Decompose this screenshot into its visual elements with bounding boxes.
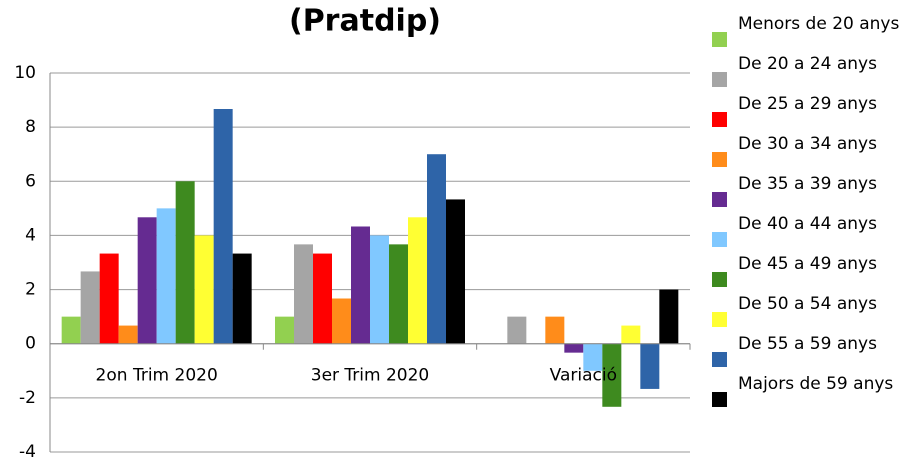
legend-item: De 35 a 39 anys: [712, 174, 902, 214]
bar: [507, 316, 527, 344]
legend-item: De 40 a 44 anys: [712, 214, 902, 254]
bar: [602, 343, 622, 407]
y-tick-label: 6: [25, 171, 36, 191]
legend-label: De 35 a 39 anys: [738, 174, 877, 194]
legend-label: De 20 a 24 anys: [738, 54, 877, 74]
bar: [156, 208, 176, 344]
legend-item: De 25 a 29 anys: [712, 94, 902, 134]
legend-swatch: [712, 312, 727, 327]
y-tick-label: -2: [19, 388, 36, 408]
legend: Menors de 20 anys De 20 a 24 anys De 25 a …: [712, 14, 902, 414]
y-tick-label: 10: [14, 63, 36, 83]
bar: [427, 154, 446, 344]
bar: [61, 316, 81, 344]
bar: [137, 217, 157, 344]
bar: [583, 343, 603, 371]
legend-item: De 50 a 54 anys: [712, 294, 902, 334]
legend-label: De 40 a 44 anys: [738, 214, 877, 234]
x-tick-label: 2on Trim 2020: [96, 366, 218, 386]
legend-swatch: [712, 32, 727, 47]
bar: [545, 316, 565, 344]
x-tick-label: Variació: [550, 366, 617, 386]
legend-label: De 30 a 34 anys: [738, 134, 877, 154]
legend-swatch: [712, 392, 727, 407]
bar: [351, 226, 370, 344]
bar: [389, 244, 408, 344]
bar: [446, 199, 465, 344]
bar: [99, 253, 119, 344]
y-tick-label: -4: [19, 442, 36, 461]
y-tick-label: 0: [25, 334, 36, 354]
bar: [659, 289, 679, 344]
legend-item: De 30 a 34 anys: [712, 134, 902, 174]
y-tick-label: 8: [25, 117, 36, 137]
legend-item: De 20 a 24 anys: [712, 54, 902, 94]
bar: [408, 217, 427, 344]
legend-label: Majors de 59 anys: [738, 374, 894, 394]
legend-item: De 55 a 59 anys: [712, 334, 902, 374]
legend-swatch: [712, 152, 727, 167]
legend-swatch: [712, 272, 727, 287]
legend-label: De 55 a 59 anys: [738, 334, 877, 354]
bar: [564, 343, 584, 353]
legend-swatch: [712, 352, 727, 367]
bar: [294, 244, 313, 344]
chart: (Pratdip) -4 -2 0 2 4 6 8 10 2on Trim 2020 3er Tr…: [14, 4, 691, 461]
legend-item: De 45 a 49 anys: [712, 254, 902, 294]
legend-item: Menors de 20 anys: [712, 14, 902, 54]
legend-label: Menors de 20 anys: [738, 14, 900, 34]
legend-label: De 45 a 49 anys: [738, 254, 877, 274]
chart-title: (Pratdip): [289, 4, 441, 39]
bar: [370, 235, 389, 344]
bar: [118, 325, 138, 344]
y-tick-label: 2: [25, 280, 36, 300]
legend-swatch: [712, 72, 727, 87]
bar: [194, 235, 214, 344]
bar: [275, 316, 294, 344]
legend-swatch: [712, 112, 727, 127]
bar: [232, 253, 252, 344]
bar: [313, 253, 332, 344]
bar: [332, 298, 351, 344]
legend-swatch: [712, 232, 727, 247]
legend-item: Majors de 59 anys: [712, 374, 902, 414]
bar: [80, 271, 100, 344]
legend-label: De 50 a 54 anys: [738, 294, 877, 314]
legend-swatch: [712, 192, 727, 207]
x-tick-label: 3er Trim 2020: [311, 366, 430, 386]
bar: [621, 325, 641, 344]
bar: [175, 181, 195, 344]
bar: [640, 343, 660, 389]
y-tick-label: 4: [25, 225, 36, 245]
legend-label: De 25 a 29 anys: [738, 94, 877, 114]
bar: [213, 109, 233, 344]
